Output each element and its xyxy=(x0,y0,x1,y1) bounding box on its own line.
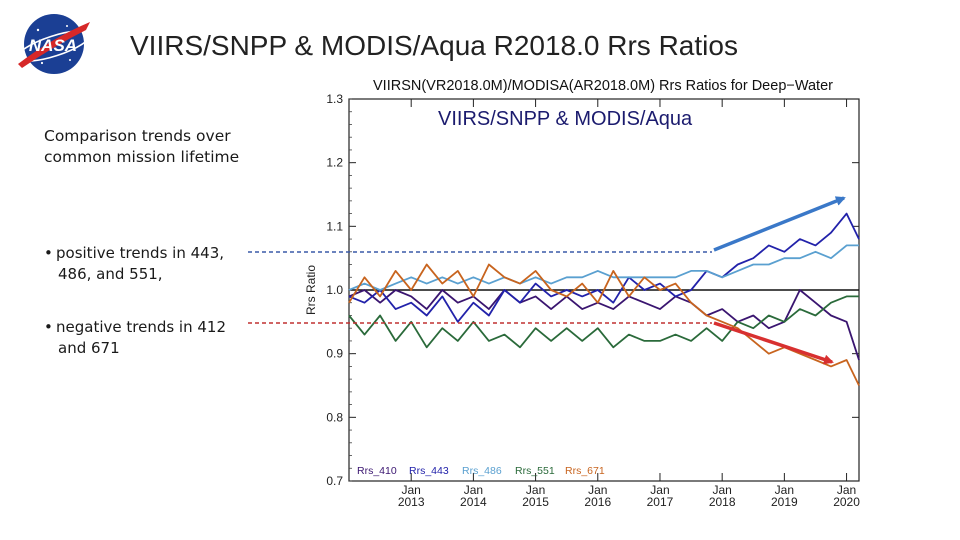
x-tick-label-year: 2020 xyxy=(833,495,860,509)
x-tick-label-month: Jan xyxy=(837,483,856,497)
bullet-2-line-1: negative trends in 412 xyxy=(56,318,227,336)
x-tick-label-year: 2019 xyxy=(771,495,798,509)
x-tick-label-month: Jan xyxy=(402,483,421,497)
nasa-logo-text: NASA xyxy=(29,36,77,55)
y-tick-label: 0.7 xyxy=(326,474,343,488)
bullet-negative-trends: • negative trends in 412 and 671 xyxy=(44,317,226,359)
x-tick-label-year: 2014 xyxy=(460,495,487,509)
y-tick-label: 1.0 xyxy=(326,283,343,297)
y-tick-label: 1.1 xyxy=(326,219,343,233)
overlay-caption: VIIRS/SNPP & MODIS/Aqua xyxy=(438,108,693,130)
x-tick-label-month: Jan xyxy=(588,483,607,497)
chart-title: VIIRSN(VR2018.0M)/MODISA(AR2018.0M) Rrs … xyxy=(373,78,833,94)
legend-entry-rrs-486: Rrs_486 xyxy=(462,465,502,477)
x-tick-label-year: 2017 xyxy=(647,495,674,509)
legend-entry-rrs-443: Rrs_443 xyxy=(409,465,449,477)
x-tick-label-month: Jan xyxy=(526,483,545,497)
x-tick-label-month: Jan xyxy=(464,483,483,497)
bullet-positive-trends: • positive trends in 443, 486, and 551, xyxy=(44,243,224,285)
legend-entry-rrs-551: Rrs_551 xyxy=(515,465,555,477)
x-tick-label-year: 2018 xyxy=(709,495,736,509)
x-tick-label-year: 2015 xyxy=(522,495,549,509)
y-axis-label: Rrs Ratio xyxy=(304,265,318,315)
legend-entry-rrs-410: Rrs_410 xyxy=(357,465,397,477)
bullet-2-line-2: and 671 xyxy=(58,339,120,357)
x-tick-label-month: Jan xyxy=(650,483,669,497)
x-tick-label-month: Jan xyxy=(712,483,731,497)
x-tick-label-year: 2016 xyxy=(584,495,611,509)
red-trend-arrow xyxy=(713,321,834,365)
y-tick-label: 1.3 xyxy=(326,92,343,106)
intro-text: Comparison trends over common mission li… xyxy=(44,126,239,168)
y-tick-label: 0.8 xyxy=(326,410,343,424)
intro-line-2: common mission lifetime xyxy=(44,148,240,166)
legend-entry-rrs-671: Rrs_671 xyxy=(565,465,605,477)
series-line-rrs-551 xyxy=(348,295,859,349)
blue-trend-arrow xyxy=(713,196,846,252)
bullet-1-line-1: positive trends in 443, xyxy=(56,244,225,262)
series-line-rrs-486 xyxy=(348,244,859,291)
x-tick-label-month: Jan xyxy=(775,483,794,497)
series-line-rrs-671 xyxy=(348,263,860,386)
series-line-rrs-410 xyxy=(348,289,860,361)
y-tick-label: 1.2 xyxy=(326,156,343,170)
bullet-dot: • xyxy=(44,318,53,336)
x-tick-label-year: 2013 xyxy=(398,495,425,509)
intro-line-1: Comparison trends over xyxy=(44,127,231,145)
bullet-dot: • xyxy=(44,244,53,262)
y-tick-label: 0.9 xyxy=(326,347,343,361)
bullet-1-line-2: 486, and 551, xyxy=(58,265,163,283)
nasa-logo: NASA xyxy=(16,14,92,74)
slide-title: VIIRS/SNPP & MODIS/Aqua R2018.0 Rrs Rati… xyxy=(130,30,738,61)
series-line-rrs-443 xyxy=(348,212,860,323)
